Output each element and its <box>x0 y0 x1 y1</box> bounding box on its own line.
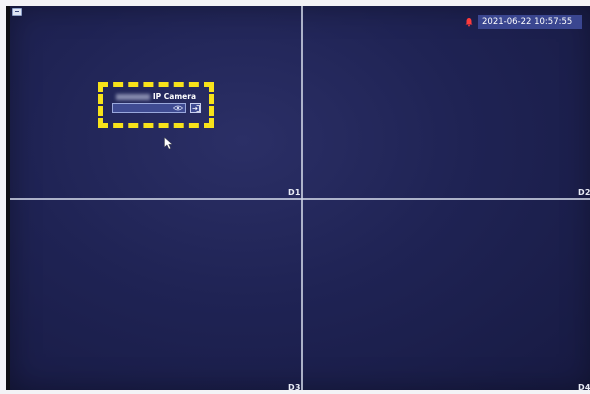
channel-label-d3: D3 <box>288 383 301 390</box>
menu-icon[interactable] <box>12 8 22 16</box>
login-button[interactable] <box>190 103 201 113</box>
alarm-bell-icon[interactable] <box>464 17 474 27</box>
channel-label-d2: D2 <box>578 188 590 197</box>
ip-camera-login-popup: IP Camera <box>110 92 206 120</box>
grid-divider-horizontal <box>10 198 590 200</box>
status-bar: 2021-06-22 10:57:55 <box>464 15 583 29</box>
channel-label-d1: D1 <box>288 188 301 197</box>
popup-title: IP Camera <box>110 92 196 101</box>
password-input[interactable] <box>112 103 186 113</box>
channel-label-d4: D4 <box>578 383 590 390</box>
login-icon <box>192 105 200 112</box>
datetime-display: 2021-06-22 10:57:55 <box>478 15 583 29</box>
popup-title-text: IP Camera <box>152 92 196 101</box>
eye-icon[interactable] <box>173 105 183 111</box>
mouse-cursor-icon <box>164 137 173 150</box>
monitor-bezel <box>6 6 11 390</box>
highlight-annotation <box>98 82 214 128</box>
dvr-live-view: D1 D2 D3 D4 2021-06-22 10:57:55 IP Camer… <box>10 6 590 390</box>
blurred-ip-address <box>115 94 150 100</box>
